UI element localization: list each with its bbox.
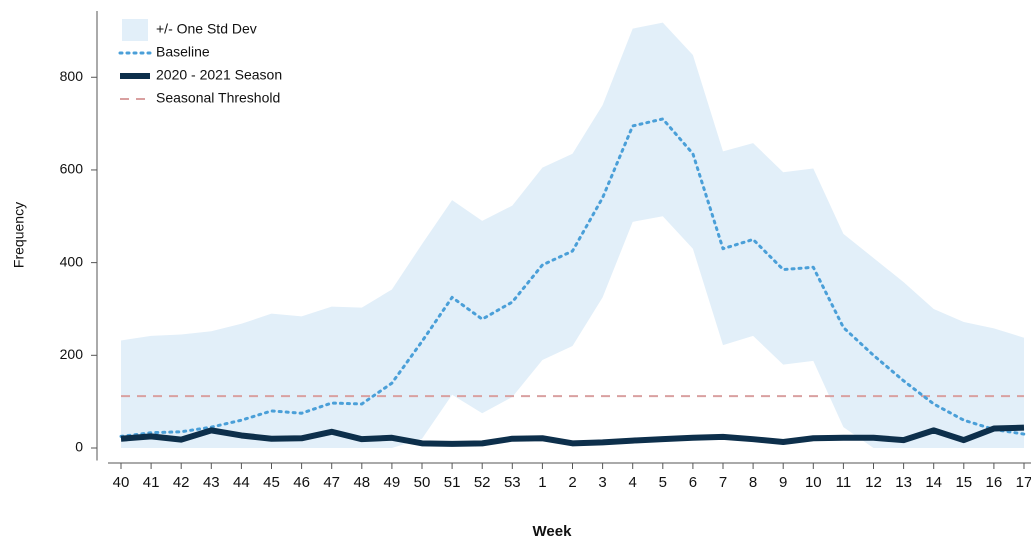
y-tick-label: 600 [60,161,84,177]
x-tick-label: 42 [173,474,190,491]
x-tick-label: 10 [805,474,822,491]
x-tick-label: 4 [629,474,637,491]
series-line [119,117,1026,438]
x-tick-label: 43 [203,474,220,491]
x-tick-label: 14 [925,474,942,491]
y-tick-label: 200 [60,346,84,362]
x-tick-label: 9 [779,474,787,491]
x-axis-label: Week [533,523,573,540]
x-tick-label: 52 [474,474,491,491]
y-tick-label: 0 [75,439,83,455]
legend-label: Seasonal Threshold [156,90,280,106]
x-tick-label: 46 [293,474,310,491]
y-tick-label: 400 [60,253,84,269]
legend-label: 2020 - 2021 Season [156,67,282,83]
x-tick-label: 47 [323,474,340,491]
x-tick-label: 49 [384,474,401,491]
x-tick-label: 44 [233,474,250,491]
x-tick-label: 13 [895,474,912,491]
x-tick-label: 3 [598,474,606,491]
x-tick-label: 48 [353,474,370,491]
x-tick-label: 11 [836,474,852,491]
x-tick-label: 53 [504,474,521,491]
x-tick-label: 5 [659,474,667,491]
x-tick-label: 51 [444,474,461,491]
y-tick-label: 800 [60,68,84,84]
std-dev-band [121,22,1024,448]
x-tick-label: 6 [689,474,697,491]
x-tick-label: 17 [1016,474,1031,491]
x-tick-label: 12 [865,474,882,491]
x-tick-label: 2 [568,474,576,491]
y-axis-label: Frequency [11,202,27,268]
x-tick-label: 40 [113,474,130,491]
x-tick-label: 50 [414,474,431,491]
series-line [120,424,1025,447]
x-tick-label: 41 [143,474,160,491]
legend-label: +/- One Std Dev [156,21,257,37]
x-tick-label: 16 [986,474,1003,491]
x-tick-label: 7 [719,474,727,491]
x-tick-label: 1 [538,474,546,491]
legend-swatch [122,19,148,41]
x-tick-label: 15 [955,474,972,491]
legend-label: Baseline [156,44,210,60]
x-tick-label: 45 [263,474,280,491]
x-tick-label: 8 [749,474,757,491]
